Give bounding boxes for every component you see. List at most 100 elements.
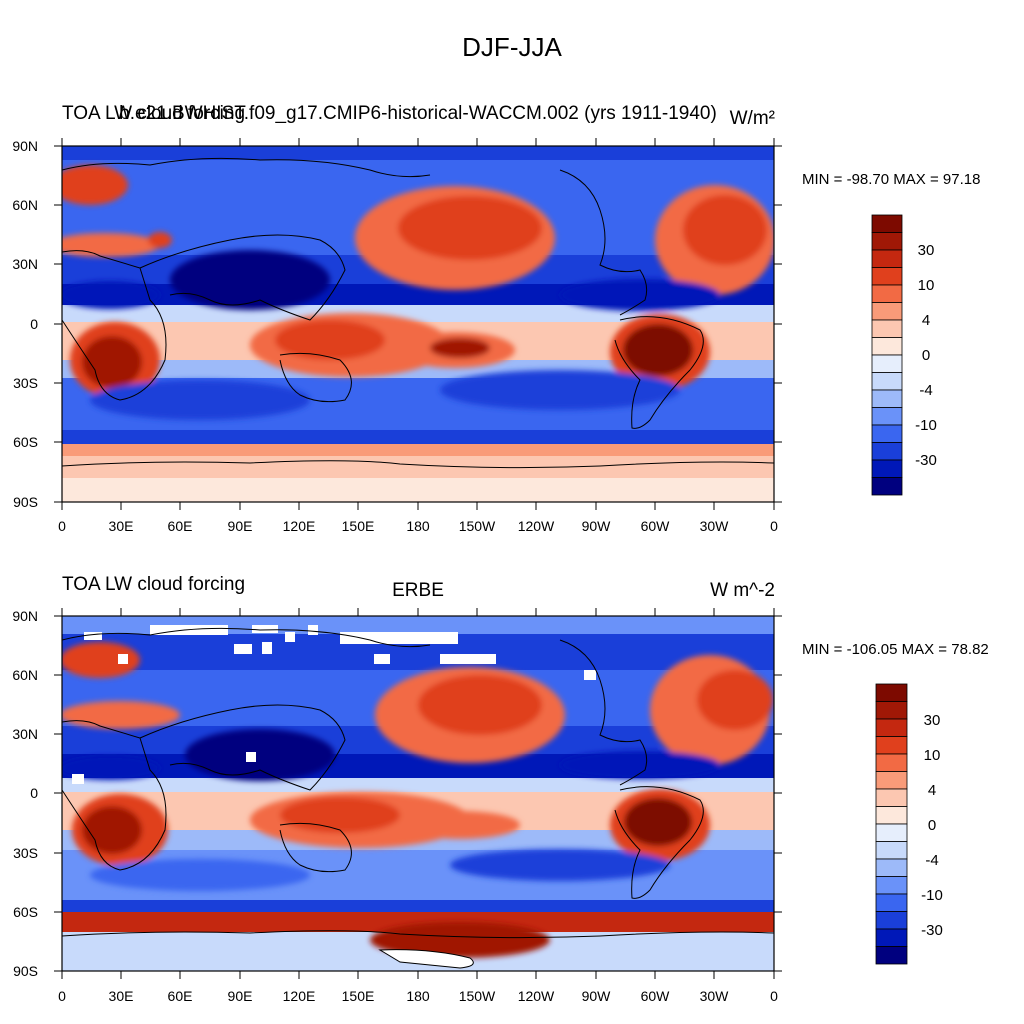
bottom-y-label-5: 60S	[13, 904, 38, 920]
top-x-ticks	[61, 138, 775, 510]
bottom-x-label-10: 60W	[641, 988, 671, 1004]
legend-bot-swatch-14	[875, 928, 908, 947]
legend-top-swatch-10	[871, 389, 903, 408]
top-y-ticks	[54, 145, 782, 503]
top-x-label-6: 180	[406, 518, 430, 534]
legend-top-swatch-13	[871, 442, 903, 461]
bottom-colorbar-label-0: 30	[924, 712, 941, 729]
top-y-label-5: 60S	[13, 434, 38, 450]
legend-top-swatch-0	[871, 214, 903, 233]
legend-top-swatch-11	[871, 407, 903, 426]
bottom-panel-left-title: TOA LW cloud forcing	[62, 574, 246, 595]
bottom-colorbar-label-5: -10	[921, 887, 943, 904]
bottom-colorbar	[875, 683, 908, 965]
top-x-label-9: 90W	[582, 518, 612, 534]
top-colorbar-label-3: 0	[922, 347, 930, 364]
top-map	[62, 146, 774, 502]
top-y-label-3: 0	[30, 316, 38, 332]
top-x-label-8: 120W	[518, 518, 555, 534]
top-x-label-11: 30W	[700, 518, 730, 534]
legend-bot-swatch-4	[875, 753, 908, 772]
legend-bot-swatch-11	[875, 876, 908, 895]
top-coastlines	[62, 157, 774, 469]
legend-top-swatch-14	[871, 459, 903, 478]
bottom-x-tick-labels: 0 30E 60E 90E 120E 150E 180 150W 120W 90…	[58, 988, 778, 1004]
bottom-x-label-0: 0	[58, 988, 66, 1004]
legend-top-swatch-4	[871, 284, 903, 303]
top-colorbar-label-1: 10	[918, 277, 935, 294]
legend-top-swatch-9	[871, 372, 903, 391]
top-x-label-1: 30E	[109, 518, 134, 534]
legend-bot-swatch-1	[875, 701, 908, 720]
top-x-label-10: 60W	[641, 518, 671, 534]
bottom-coastlines	[62, 627, 774, 969]
top-x-label-0: 0	[58, 518, 66, 534]
bottom-x-label-4: 120E	[283, 988, 316, 1004]
top-y-label-6: 90S	[13, 494, 38, 510]
bottom-x-label-9: 90W	[582, 988, 612, 1004]
top-x-label-7: 150W	[459, 518, 496, 534]
bottom-colorbar-label-4: -4	[925, 852, 938, 869]
legend-top-swatch-7	[871, 337, 903, 356]
top-x-label-5: 150E	[342, 518, 375, 534]
legend-bot-swatch-13	[875, 911, 908, 930]
legend-top-swatch-8	[871, 354, 903, 373]
top-colorbar-label-4: -4	[919, 382, 932, 399]
bottom-x-label-1: 30E	[109, 988, 134, 1004]
top-y-label-0: 90N	[12, 138, 38, 154]
top-y-tick-labels: 90N 60N 30N 0 30S 60S 90S	[12, 138, 38, 510]
bottom-minmax: MIN = -106.05 MAX = 78.82	[802, 641, 989, 658]
bottom-colorbar-label-6: -30	[921, 922, 943, 939]
top-x-label-2: 60E	[168, 518, 193, 534]
top-y-label-2: 30N	[12, 256, 38, 272]
bottom-y-label-2: 30N	[12, 726, 38, 742]
legend-bot-swatch-8	[875, 823, 908, 842]
legend-top-swatch-5	[871, 302, 903, 321]
top-x-label-3: 90E	[228, 518, 253, 534]
top-x-tick-labels: 0 30E 60E 90E 120E 150E 180 150W 120W 90…	[58, 518, 778, 534]
top-colorbar	[871, 214, 903, 496]
legend-bot-swatch-2	[875, 718, 908, 737]
bottom-x-ticks	[61, 608, 775, 979]
top-panel-units: W/m²	[729, 108, 775, 129]
bottom-x-label-11: 30W	[700, 988, 730, 1004]
legend-bot-swatch-5	[875, 771, 908, 790]
bottom-x-label-12: 0	[770, 988, 778, 1004]
legend-bot-swatch-3	[875, 736, 908, 755]
bottom-colorbar-label-2: 4	[928, 782, 936, 799]
bottom-colorbar-labels: 30 10 4 0 -4 -10 -30	[921, 712, 943, 939]
bottom-colorbar-label-3: 0	[928, 817, 936, 834]
legend-bot-swatch-0	[875, 683, 908, 702]
bottom-y-label-6: 90S	[13, 963, 38, 979]
top-colorbar-labels: 30 10 4 0 -4 -10 -30	[915, 242, 937, 469]
legend-top-swatch-1	[871, 232, 903, 251]
top-y-label-1: 60N	[12, 197, 38, 213]
top-y-label-4: 30S	[13, 375, 38, 391]
top-panel-center-title: b.e21.BWHIST.f09_g17.CMIP6-historical-WA…	[119, 103, 717, 124]
top-colorbar-label-2: 4	[922, 312, 930, 329]
legend-bot-swatch-6	[875, 788, 908, 807]
top-x-label-4: 120E	[283, 518, 316, 534]
bottom-x-label-2: 60E	[168, 988, 193, 1004]
legend-bot-swatch-15	[875, 946, 908, 965]
top-colorbar-label-0: 30	[918, 242, 935, 259]
legend-top-swatch-3	[871, 267, 903, 286]
bottom-y-label-1: 60N	[12, 667, 38, 683]
legend-bot-swatch-12	[875, 893, 908, 912]
top-colorbar-label-5: -10	[915, 417, 937, 434]
bottom-x-label-5: 150E	[342, 988, 375, 1004]
bottom-y-label-4: 30S	[13, 845, 38, 861]
bottom-y-tick-labels: 90N 60N 30N 0 30S 60S 90S	[12, 608, 38, 979]
top-minmax: MIN = -98.70 MAX = 97.18	[802, 171, 981, 188]
legend-top-swatch-2	[871, 249, 903, 268]
bottom-colorbar-label-1: 10	[924, 747, 941, 764]
legend-bot-swatch-9	[875, 841, 908, 860]
legend-bot-swatch-7	[875, 806, 908, 825]
bottom-x-label-3: 90E	[228, 988, 253, 1004]
bottom-x-label-8: 120W	[518, 988, 555, 1004]
legend-top-swatch-6	[871, 319, 903, 338]
bottom-panel-center-title: ERBE	[392, 580, 444, 601]
bottom-y-ticks	[54, 615, 782, 972]
legend-bot-swatch-10	[875, 858, 908, 877]
